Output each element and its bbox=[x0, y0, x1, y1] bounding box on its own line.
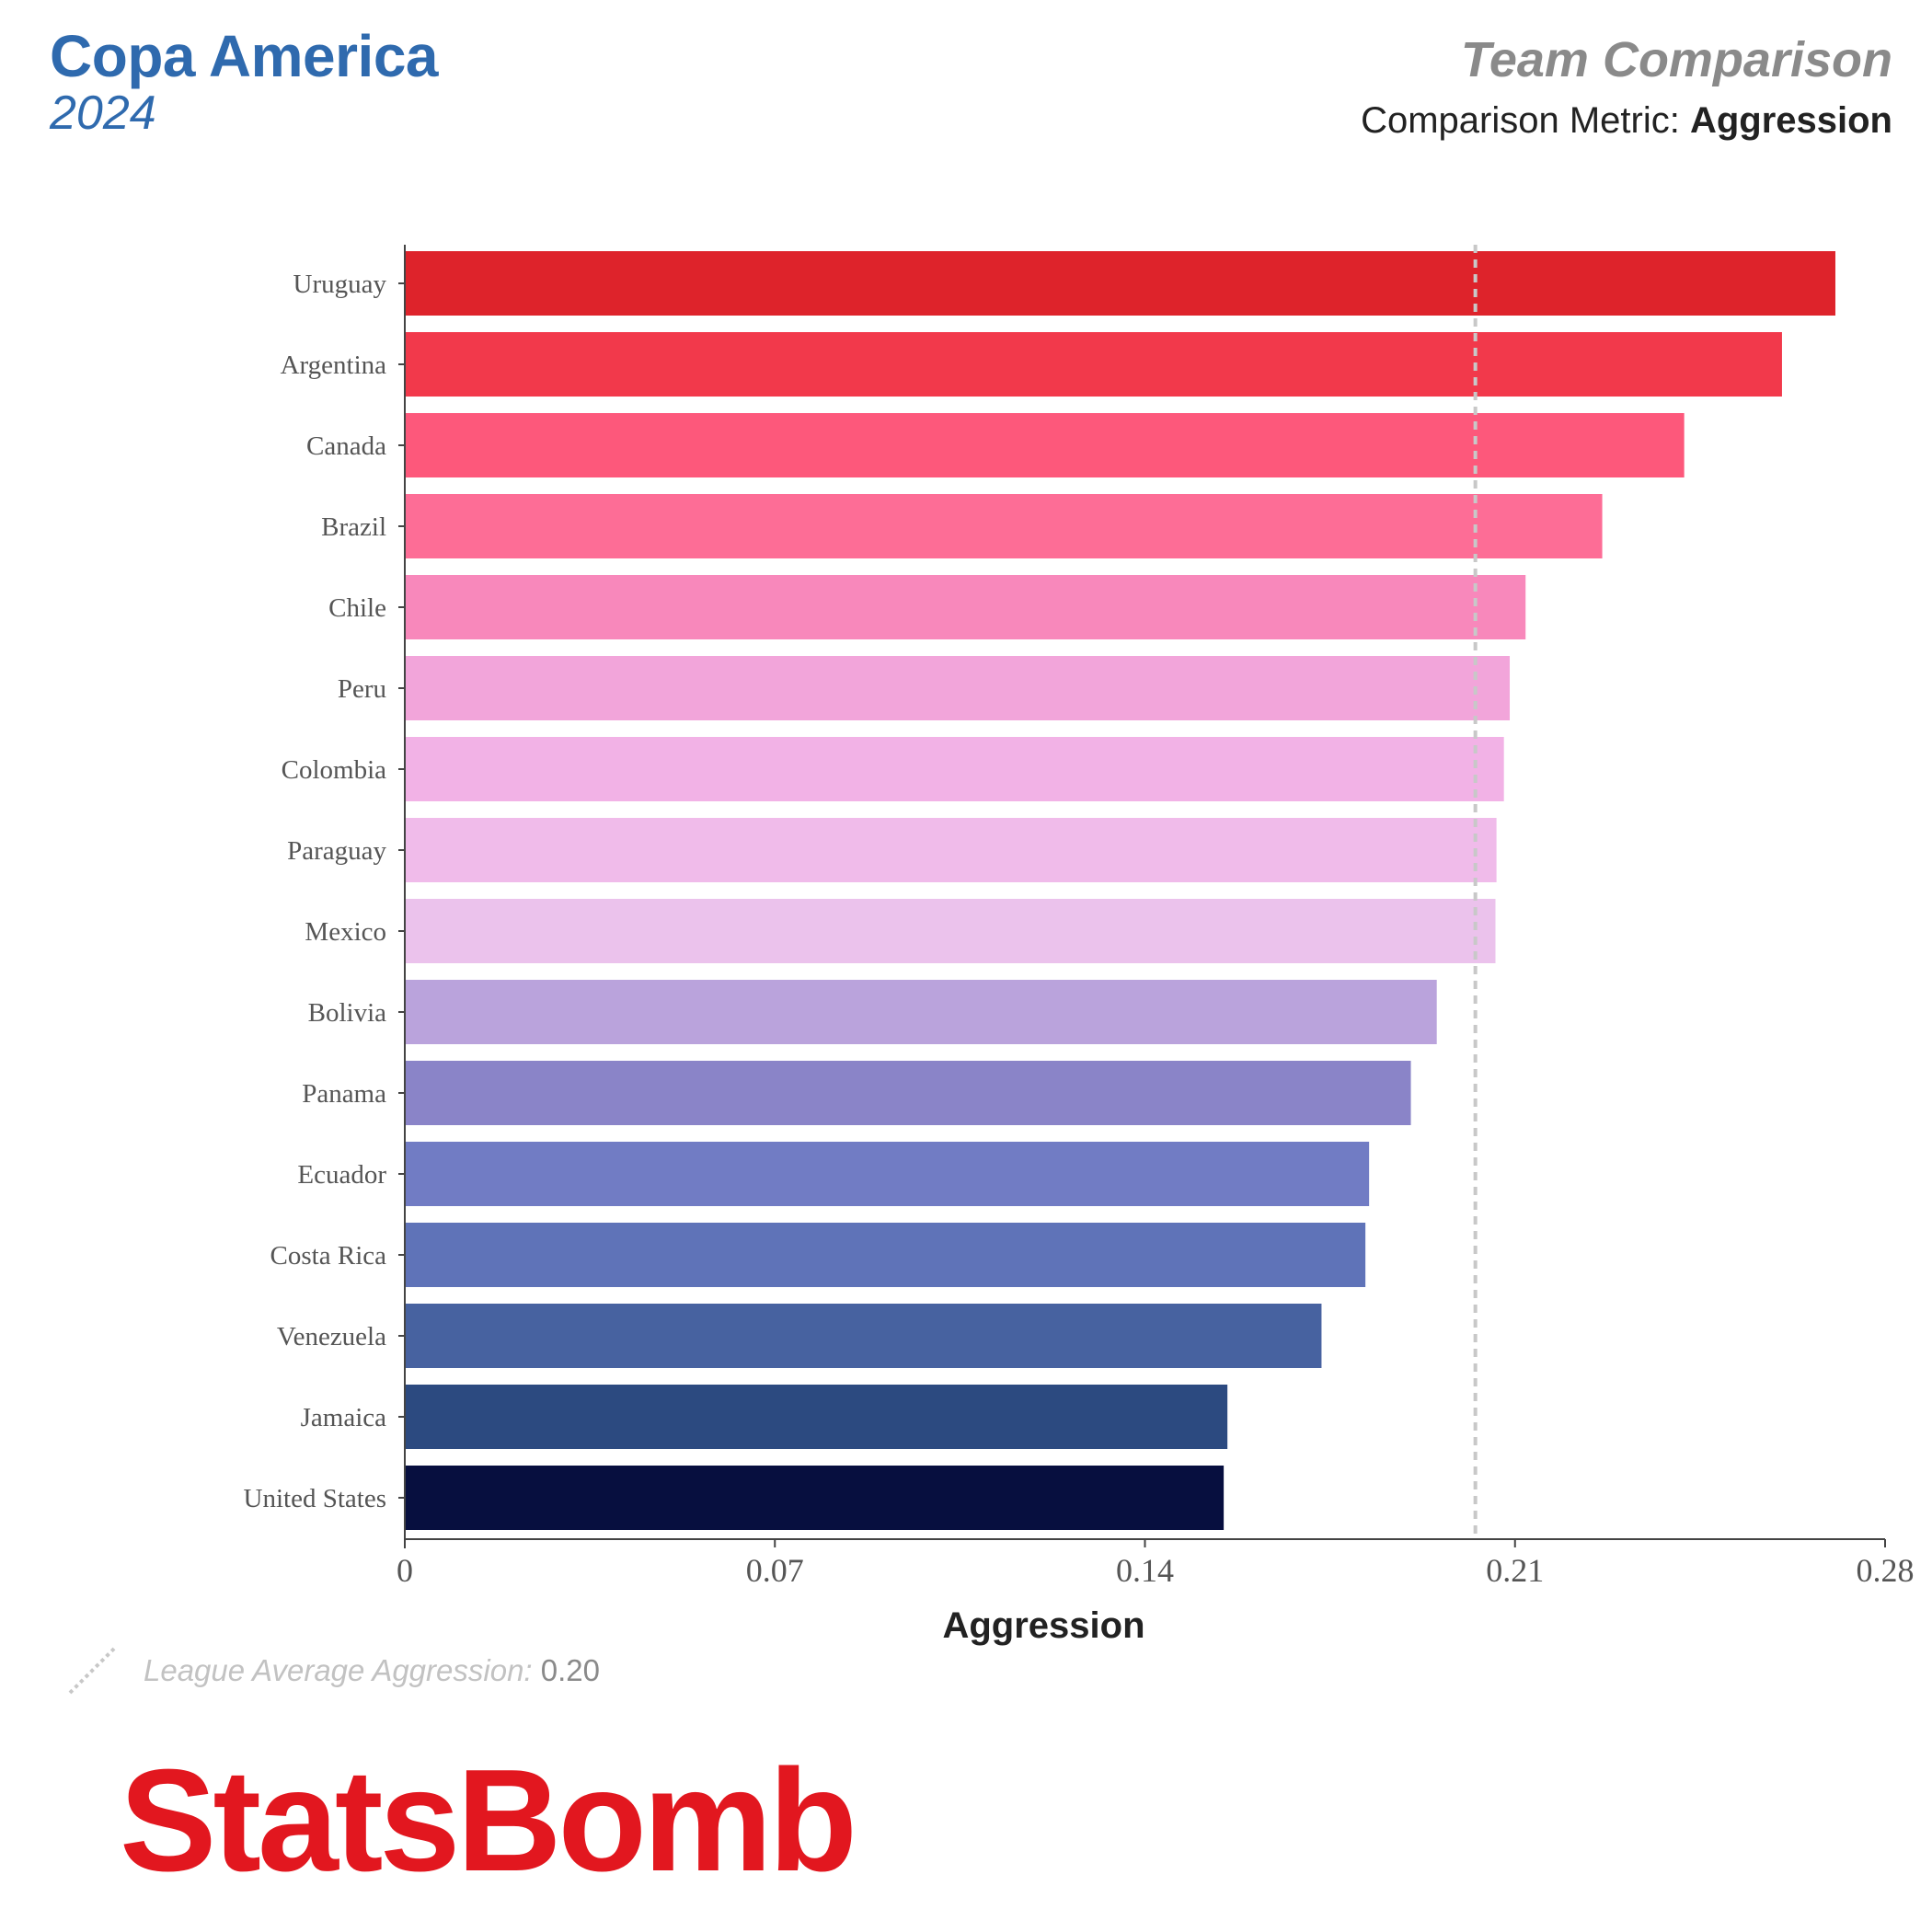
bar-mexico bbox=[405, 899, 1496, 963]
x-tick-label: 0.07 bbox=[746, 1552, 804, 1589]
y-tick-label-mexico: Mexico bbox=[305, 917, 386, 947]
y-tick-label-argentina: Argentina bbox=[281, 351, 387, 380]
bar-panama bbox=[405, 1061, 1411, 1125]
y-tick-label-canada: Canada bbox=[306, 431, 386, 461]
y-tick-label-colombia: Colombia bbox=[282, 755, 387, 785]
y-tick-label-chile: Chile bbox=[328, 593, 386, 623]
header-right: Team Comparison Comparison Metric: Aggre… bbox=[1361, 32, 1892, 142]
y-tick-label-paraguay: Paraguay bbox=[287, 836, 386, 866]
y-tick-label-uruguay: Uruguay bbox=[293, 270, 387, 299]
bar-paraguay bbox=[405, 818, 1497, 882]
legend-value: 0.20 bbox=[540, 1653, 600, 1687]
y-tick-label-panama: Panama bbox=[302, 1079, 386, 1109]
x-tick-label: 0.14 bbox=[1116, 1552, 1174, 1589]
statsbomb-logo: StatsBomb bbox=[120, 1740, 857, 1902]
bar-ecuador bbox=[405, 1142, 1370, 1206]
y-tick-label-brazil: Brazil bbox=[321, 512, 386, 542]
y-tick-label-costa-rica: Costa Rica bbox=[270, 1241, 387, 1271]
y-tick-label-united-states: United States bbox=[244, 1484, 386, 1513]
legend-label: League Average Aggression: bbox=[144, 1653, 533, 1687]
legend-text: League Average Aggression: 0.20 bbox=[144, 1653, 600, 1688]
dashed-line-icon bbox=[68, 1647, 116, 1695]
bar-bolivia bbox=[405, 980, 1437, 1044]
x-axis-title: Aggression bbox=[942, 1605, 1144, 1646]
bar-argentina bbox=[405, 332, 1782, 397]
competition-title: Copa America bbox=[50, 23, 439, 89]
bar-canada bbox=[405, 413, 1685, 477]
bar-jamaica bbox=[405, 1385, 1228, 1449]
x-tick-label: 0.21 bbox=[1486, 1552, 1544, 1589]
y-tick-label-venezuela: Venezuela bbox=[277, 1322, 386, 1351]
metric-line: Comparison Metric: Aggression bbox=[1361, 100, 1892, 142]
bar-united-states bbox=[405, 1466, 1225, 1530]
bar-chile bbox=[405, 575, 1526, 639]
chart-kind-title: Team Comparison bbox=[1460, 32, 1892, 87]
season-label: 2024 bbox=[50, 86, 156, 141]
bar-costa-rica bbox=[405, 1223, 1366, 1287]
y-tick-label-jamaica: Jamaica bbox=[301, 1403, 387, 1432]
league-average-legend: League Average Aggression: 0.20 bbox=[66, 1645, 600, 1696]
header-left: Copa America 2024 bbox=[50, 23, 439, 141]
bar-peru bbox=[405, 656, 1511, 720]
bar-colombia bbox=[405, 737, 1504, 801]
metric-name: Aggression bbox=[1689, 100, 1892, 142]
y-tick-label-peru: Peru bbox=[338, 674, 386, 704]
bar-chart: Uruguay Argentina Canada Brazil Chile Peru Col… bbox=[244, 245, 1915, 1646]
y-tick-label-bolivia: Bolivia bbox=[308, 998, 387, 1028]
y-tick-label-ecuador: Ecuador bbox=[297, 1160, 386, 1190]
metric-prefix: Comparison Metric: bbox=[1361, 100, 1680, 142]
x-tick-label: 0 bbox=[397, 1552, 413, 1589]
bar-brazil bbox=[405, 494, 1603, 558]
bar-venezuela bbox=[405, 1304, 1322, 1368]
x-tick-label: 0.28 bbox=[1857, 1552, 1915, 1589]
bar-uruguay bbox=[405, 251, 1835, 316]
